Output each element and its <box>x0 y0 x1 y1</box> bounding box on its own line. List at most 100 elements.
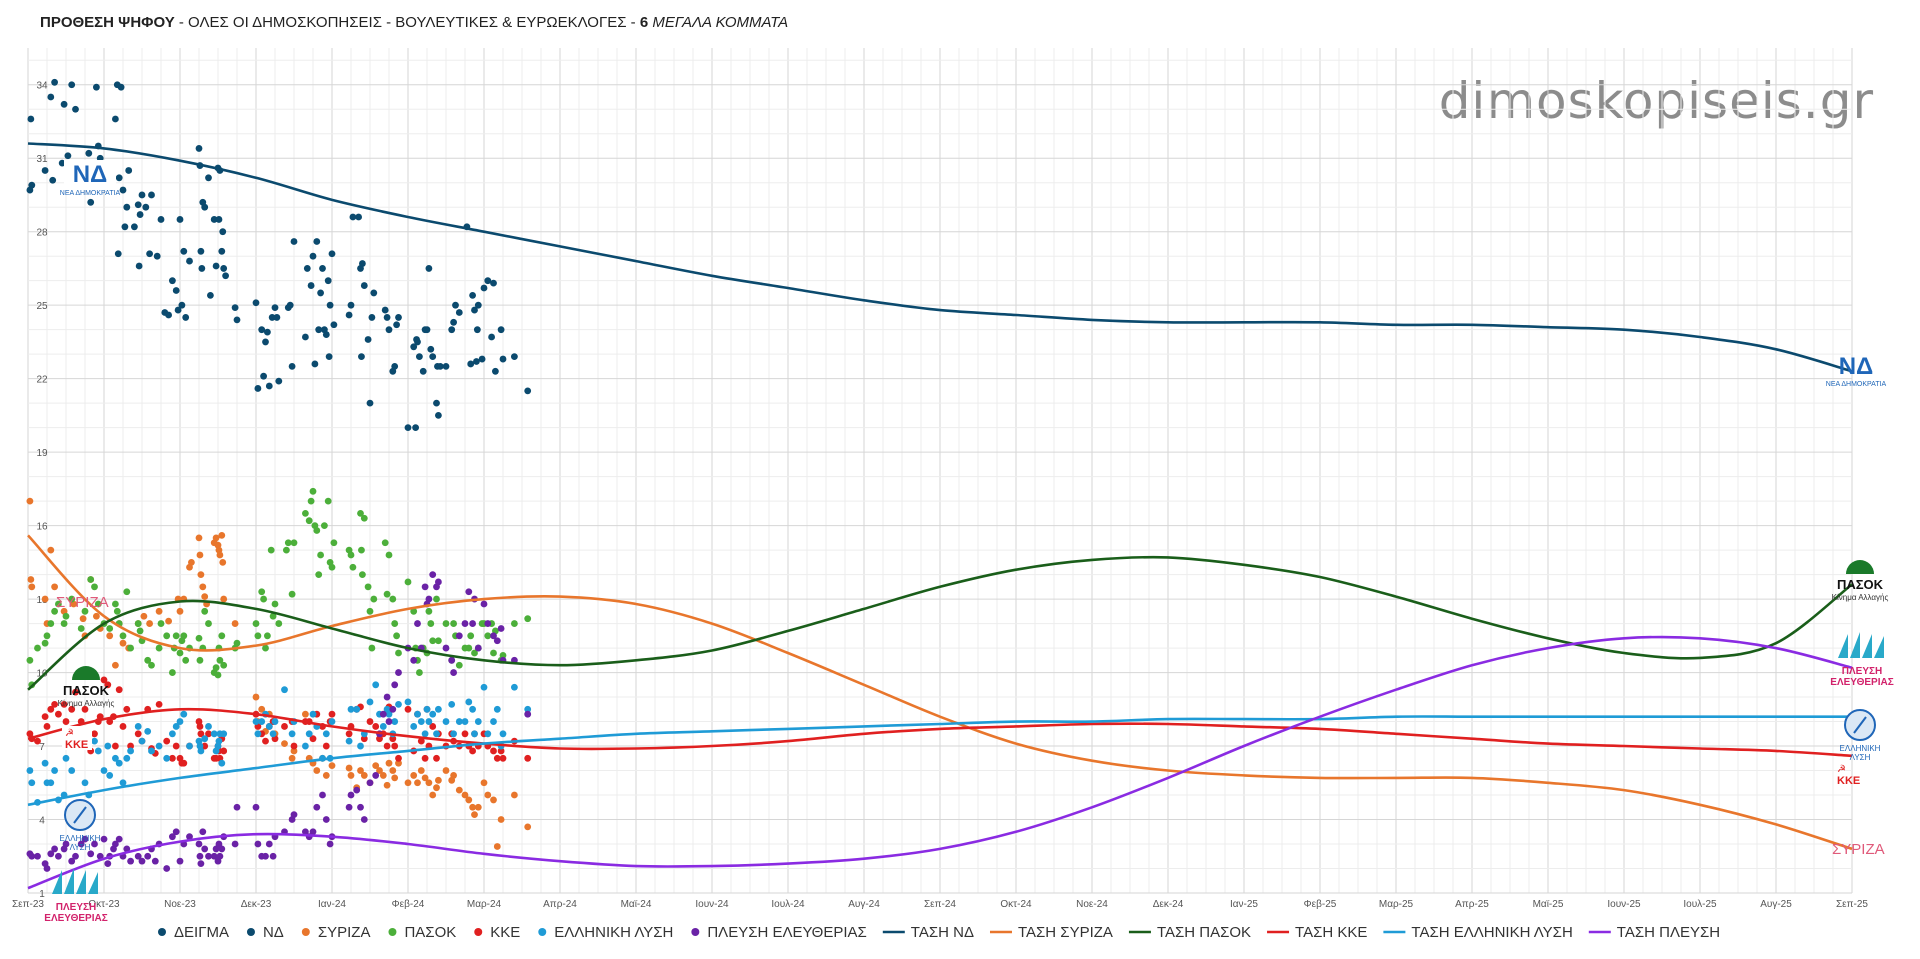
data-point <box>258 718 266 725</box>
data-point <box>524 710 532 718</box>
kke-logo-left: ☭ ΚΚΕ <box>62 726 92 751</box>
data-point <box>353 786 361 794</box>
x-tick-label: Μαϊ-24 <box>621 899 652 910</box>
data-point <box>68 857 76 865</box>
data-point <box>404 705 412 713</box>
data-point <box>395 649 402 657</box>
data-point <box>497 326 505 334</box>
data-point <box>524 823 532 831</box>
data-point <box>347 772 355 779</box>
data-point <box>91 737 98 745</box>
data-point <box>216 656 224 664</box>
data-point <box>493 705 501 713</box>
data-point <box>370 289 378 297</box>
data-point <box>163 865 171 872</box>
data-point <box>313 803 321 811</box>
data-point <box>58 159 66 167</box>
data-point <box>216 852 224 860</box>
data-point <box>328 710 336 718</box>
x-tick-label: Αυγ-25 <box>1760 899 1792 910</box>
data-point <box>366 607 374 615</box>
data-point <box>113 607 121 615</box>
data-point <box>212 664 220 672</box>
data-point <box>355 213 362 221</box>
data-point <box>106 718 114 725</box>
data-point <box>115 835 123 843</box>
hammer-sickle-icon: ☭ <box>65 728 74 739</box>
data-point <box>490 718 497 725</box>
data-point <box>317 551 324 559</box>
data-point <box>389 595 397 603</box>
data-point <box>91 730 98 738</box>
data-point <box>358 546 365 554</box>
data-point <box>258 588 266 596</box>
data-point <box>115 759 123 767</box>
data-point <box>172 828 180 836</box>
data-point <box>153 252 161 260</box>
data-point <box>174 306 182 314</box>
data-point <box>127 644 134 652</box>
data-point <box>62 754 70 762</box>
data-point <box>197 747 205 755</box>
data-point <box>497 747 505 755</box>
data-point <box>450 620 457 627</box>
data-point <box>395 701 402 708</box>
plefsi-line2: ΕΛΕΥΘΕΡΙΑΣ <box>44 913 107 924</box>
data-point <box>157 620 165 627</box>
data-point <box>138 191 146 199</box>
data-point <box>172 723 180 730</box>
data-point <box>357 509 364 517</box>
data-point <box>319 265 326 272</box>
data-point <box>433 754 440 762</box>
data-point <box>433 399 440 407</box>
data-point <box>383 590 391 598</box>
data-point <box>254 840 262 848</box>
data-point <box>195 634 203 642</box>
data-point <box>144 852 152 860</box>
x-tick-label: Σεπ-24 <box>924 899 956 910</box>
data-point <box>366 698 374 706</box>
data-point <box>328 563 336 571</box>
data-point <box>196 723 204 730</box>
data-point <box>131 223 138 231</box>
elliniki-lysi-logo-left: ΕΛΛΗΝΙΚΗ ΛΥΣΗ <box>60 799 101 852</box>
data-point <box>47 850 55 858</box>
data-point <box>269 852 277 860</box>
title-part-count: 6 <box>639 14 649 31</box>
data-point <box>381 539 389 547</box>
data-point <box>281 686 288 694</box>
data-point <box>381 306 389 314</box>
data-point <box>72 688 79 696</box>
data-point <box>144 727 152 735</box>
data-point <box>421 583 429 591</box>
data-point <box>302 828 309 836</box>
data-point <box>47 779 55 787</box>
data-point <box>450 772 457 779</box>
data-point <box>321 522 328 530</box>
data-point <box>144 656 152 664</box>
data-point <box>455 718 463 725</box>
data-point <box>490 796 497 804</box>
data-point <box>372 681 380 689</box>
data-point <box>28 583 36 591</box>
data-point <box>370 595 378 603</box>
data-point <box>435 637 442 645</box>
data-point <box>60 100 68 108</box>
data-point <box>186 833 193 841</box>
data-points <box>26 78 532 872</box>
x-tick-label: Σεπ-25 <box>1836 899 1868 910</box>
plefsi-right-line1: ΠΛΕΥΣΗ <box>1842 666 1882 677</box>
data-point <box>493 637 501 645</box>
data-point <box>372 772 380 779</box>
pasok-logo-left: ΠΑΣΟΚ Κίνημα Αλλαγής <box>58 666 115 708</box>
data-point <box>435 776 442 784</box>
data-point <box>465 588 473 596</box>
kke-logo-right: ☭ ΚΚΕ <box>1837 764 1860 787</box>
x-tick-label: Μαρ-24 <box>467 899 502 910</box>
data-point <box>307 282 315 289</box>
sails-icon <box>52 868 98 894</box>
legend-marker <box>474 928 483 936</box>
nd-logo-right-sub: ΝΕΑ ΔΗΜΟΚΡΑΤΙΑ <box>1826 381 1887 388</box>
data-point <box>115 174 123 182</box>
data-point <box>484 277 492 285</box>
